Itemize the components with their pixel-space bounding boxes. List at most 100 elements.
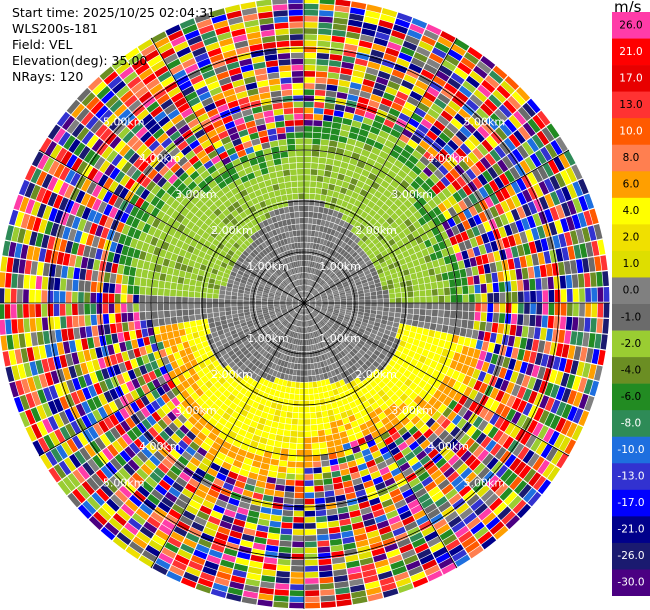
range-gate — [393, 407, 402, 417]
range-gate — [350, 515, 363, 524]
range-gate — [267, 470, 278, 478]
range-gate — [225, 307, 231, 312]
range-gate — [341, 398, 349, 406]
range-gate — [386, 372, 394, 381]
range-gate — [319, 328, 324, 335]
range-gate — [358, 129, 369, 138]
range-gate — [389, 149, 400, 159]
range-gate — [475, 293, 481, 303]
range-gate — [207, 288, 214, 294]
range-gate — [354, 412, 363, 420]
range-gate — [406, 96, 420, 107]
range-gate — [511, 303, 518, 314]
range-gate — [440, 87, 454, 100]
range-gate — [399, 543, 414, 554]
range-gate — [334, 361, 341, 368]
range-gate — [140, 277, 147, 287]
range-gate — [389, 367, 398, 376]
range-gate — [261, 298, 268, 302]
range-gate — [481, 341, 489, 352]
range-gate — [292, 412, 299, 419]
range-gate — [278, 546, 292, 553]
range-gate — [418, 389, 428, 399]
range-gate — [115, 274, 123, 284]
range-gate — [333, 278, 340, 283]
range-gate — [357, 359, 365, 366]
range-gate — [289, 596, 304, 603]
range-gate — [314, 283, 319, 289]
range-gate — [379, 276, 387, 283]
range-gate — [450, 287, 457, 295]
range-gate — [447, 139, 459, 151]
range-gate — [307, 293, 311, 298]
range-gate — [312, 311, 318, 316]
range-gate — [353, 527, 366, 536]
range-gate — [384, 543, 399, 553]
range-gate — [519, 361, 529, 374]
range-gate — [297, 437, 304, 444]
range-gate — [158, 318, 165, 326]
range-gate — [350, 286, 357, 291]
range-gate — [310, 418, 317, 425]
range-gate — [477, 531, 493, 545]
range-gate — [346, 100, 357, 108]
range-gate — [390, 164, 401, 174]
range-gate — [461, 345, 469, 356]
range-gate — [471, 112, 485, 125]
range-gate — [500, 187, 511, 200]
range-gate — [340, 324, 346, 330]
range-gate — [348, 132, 358, 140]
range-gate — [93, 336, 101, 348]
range-gate — [200, 298, 207, 303]
range-gate — [561, 247, 570, 261]
range-gate — [390, 179, 400, 189]
range-gate — [355, 266, 362, 273]
range-gate — [305, 260, 309, 267]
range-gate — [361, 149, 371, 158]
range-gate — [422, 223, 431, 233]
range-gate — [360, 242, 367, 250]
range-gate — [550, 140, 563, 156]
range-gate — [312, 255, 317, 262]
range-gate — [316, 323, 321, 329]
range-gate — [504, 313, 512, 324]
range-gate — [269, 520, 281, 528]
range-gate — [332, 375, 339, 383]
range-gate — [321, 460, 330, 467]
range-gate — [389, 293, 396, 299]
range-gate — [273, 496, 284, 504]
range-gate — [437, 257, 446, 266]
range-gate — [547, 466, 561, 482]
range-gate — [340, 241, 347, 249]
range-gate — [368, 320, 375, 326]
range-gate — [547, 315, 554, 329]
range-gate — [293, 363, 298, 370]
range-gate — [346, 409, 354, 417]
range-gate — [365, 222, 373, 230]
range-gate — [332, 407, 340, 415]
range-gate — [460, 467, 473, 480]
range-gate — [319, 225, 325, 232]
range-gate — [320, 361, 325, 368]
range-gate — [308, 306, 313, 311]
range-gate — [162, 340, 171, 349]
range-gate — [289, 443, 297, 450]
range-gate — [377, 411, 387, 421]
range-gate — [578, 195, 589, 212]
range-gate — [318, 289, 324, 293]
range-gate — [377, 171, 387, 180]
range-gate — [194, 303, 201, 309]
range-gate — [315, 324, 319, 330]
range-gate — [482, 512, 497, 526]
range-gate — [255, 303, 262, 306]
range-gate — [469, 303, 475, 312]
range-gate — [374, 514, 388, 524]
range-gate — [351, 313, 358, 317]
range-gate — [53, 290, 60, 303]
range-gate — [323, 316, 330, 321]
range-gate — [369, 317, 376, 322]
range-gate — [394, 571, 410, 582]
range-gate — [319, 448, 328, 455]
range-gate — [477, 419, 489, 432]
range-gate — [491, 272, 499, 283]
